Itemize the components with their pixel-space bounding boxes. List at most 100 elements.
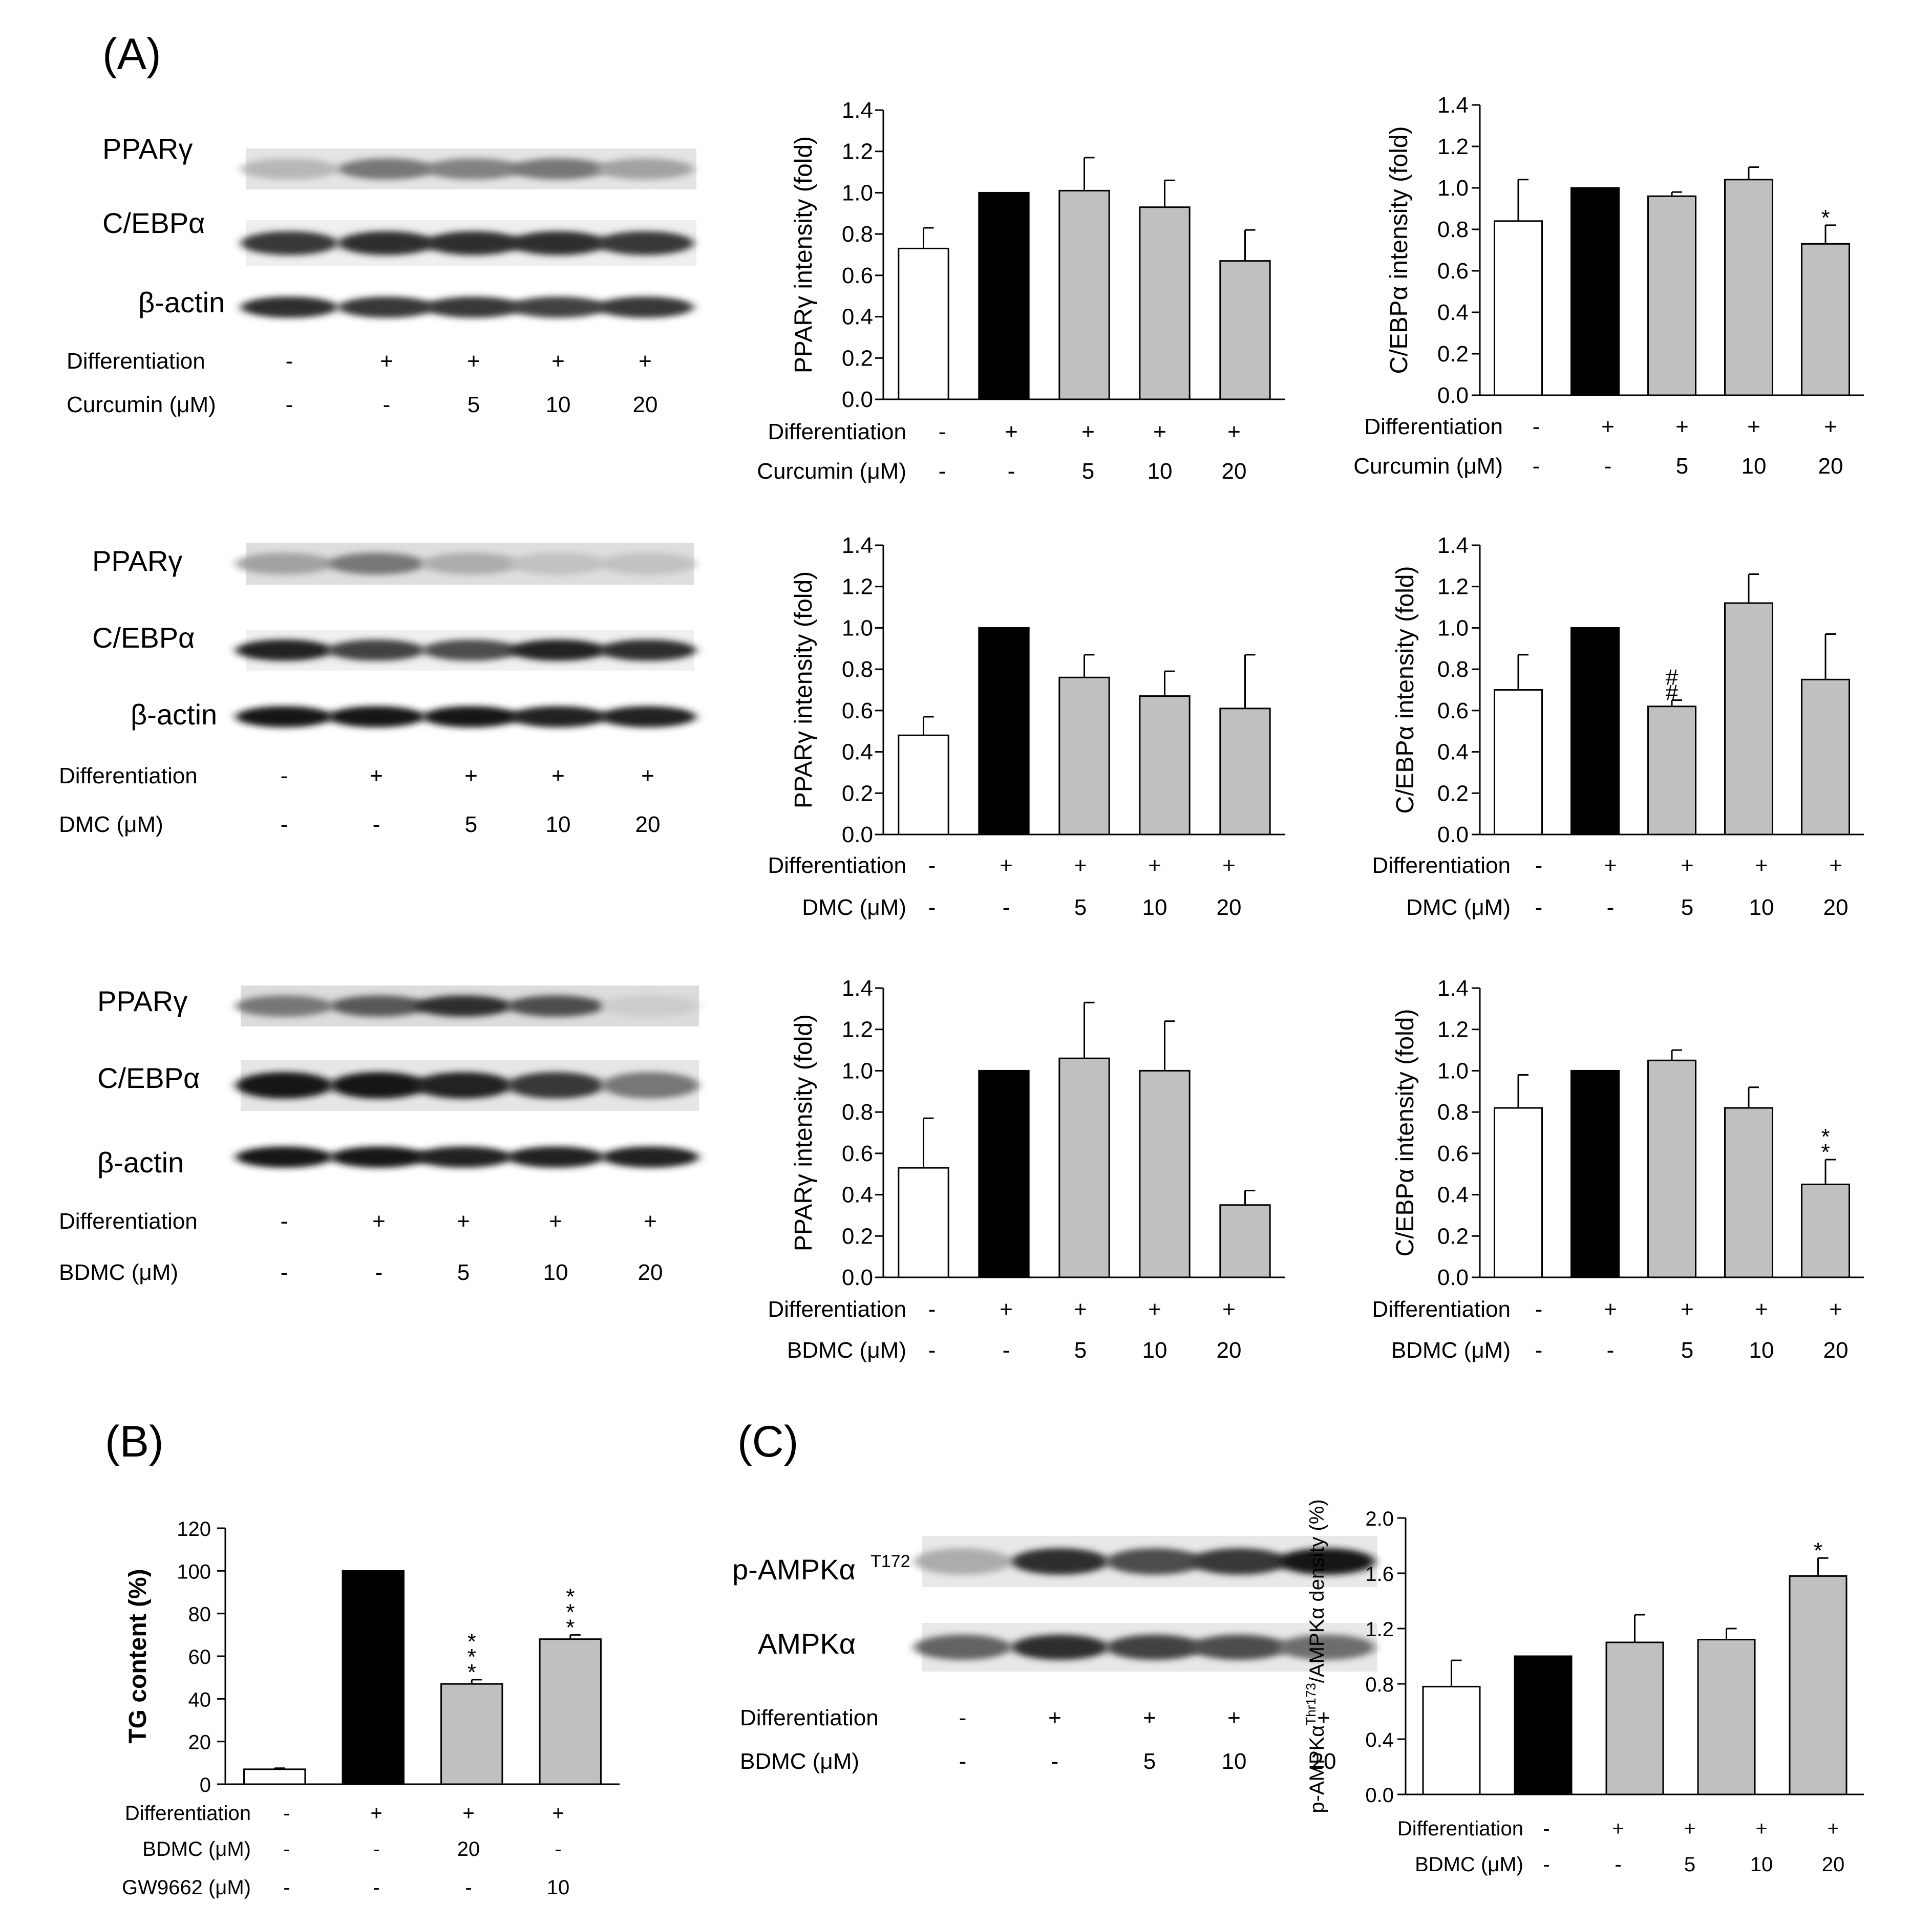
- y-tick-label: 120: [177, 1518, 211, 1540]
- y-tick-label: 40: [188, 1688, 211, 1711]
- condition-value: -: [939, 459, 946, 484]
- bar: [1801, 1183, 1850, 1278]
- significance-marker: *: [566, 1599, 575, 1624]
- bar: [1514, 1655, 1573, 1795]
- significance-marker: *: [1821, 1140, 1830, 1165]
- blot-band: [330, 1072, 428, 1099]
- y-tick-label: 0: [200, 1774, 211, 1796]
- western-blot-curcumin: PPARγ C/EBPα β-actin Differentiation - + + + + Cu…: [67, 133, 696, 417]
- condition-value: -: [928, 895, 936, 920]
- bar: [1139, 206, 1191, 400]
- significance-marker: *: [1821, 205, 1830, 230]
- condition-value: 10: [546, 812, 571, 837]
- bar: [898, 247, 949, 400]
- condition-value: 10: [543, 1260, 568, 1285]
- blot-band: [509, 158, 607, 180]
- condition-value: -: [959, 1705, 967, 1730]
- condition-value: 5: [1681, 1338, 1693, 1363]
- condition-label: BDMC (μM): [1415, 1853, 1523, 1876]
- y-tick-label: 0.6: [1437, 259, 1469, 284]
- condition-value: -: [1003, 895, 1010, 920]
- condition-value: 10: [1749, 895, 1774, 920]
- condition-value: -: [281, 1209, 288, 1234]
- western-blot-ampk: p-AMPKα T172 AMPKα Differentiation - + + + + BDMC…: [732, 1536, 1377, 1774]
- blot-band-label: PPARγ: [102, 133, 193, 165]
- blot-band: [602, 1072, 699, 1099]
- condition-value: -: [1615, 1853, 1621, 1876]
- condition-value: +: [552, 1802, 564, 1825]
- condition-value: +: [1827, 1817, 1839, 1840]
- condition-label: Differentiation: [125, 1802, 251, 1825]
- condition-value: -: [283, 1876, 290, 1899]
- chart-pparg-curcumin: 0.0 0.2 0.4 0.6 0.8 1.0 1.2 1.4 PPARγ intensity …: [757, 98, 1285, 484]
- blot-band: [236, 706, 333, 727]
- blot-band: [425, 158, 522, 180]
- condition-value: 5: [465, 812, 477, 837]
- bar: [1422, 1685, 1481, 1795]
- condition-value: +: [1143, 1705, 1156, 1730]
- condition-value: -: [1535, 1297, 1543, 1322]
- condition-label: BDMC (μM): [787, 1338, 906, 1363]
- blot-band: [236, 1146, 333, 1168]
- condition-value: +: [1829, 1297, 1842, 1322]
- western-blot-bdmc: PPARγ C/EBPα β-actin Differentiation - + + + + BD…: [59, 985, 699, 1285]
- blot-band: [1191, 1548, 1288, 1575]
- condition-value: -: [281, 812, 288, 837]
- condition-value: +: [372, 1209, 386, 1234]
- blot-band: [507, 1146, 604, 1168]
- condition-value: +: [639, 349, 652, 374]
- y-tick-label: 1.0: [1437, 1058, 1469, 1083]
- condition-value: -: [939, 419, 946, 444]
- condition-value: -: [1535, 853, 1543, 878]
- bar: [978, 1069, 1030, 1278]
- condition-value: -: [286, 349, 293, 374]
- condition-value: 20: [635, 812, 661, 837]
- bar: [978, 627, 1030, 836]
- y-tick-label: 1.2: [1437, 574, 1469, 600]
- y-tick-label: 80: [188, 1603, 211, 1626]
- blot-band: [1106, 1548, 1203, 1575]
- condition-value: +: [1081, 419, 1095, 444]
- y-tick-label: 1.4: [1437, 93, 1469, 118]
- blot-band: [425, 296, 522, 318]
- bar: [1570, 627, 1620, 836]
- blot-band: [509, 706, 607, 727]
- y-tick-label: 0.0: [1437, 822, 1469, 847]
- condition-label: Differentiation: [740, 1705, 879, 1730]
- condition-value: +: [1000, 1297, 1013, 1322]
- blot-band-label: p-AMPKα: [732, 1553, 856, 1586]
- bar: [978, 191, 1030, 400]
- condition-value: +: [1675, 414, 1689, 439]
- blot-band: [1011, 1548, 1109, 1575]
- condition-value: +: [1681, 853, 1694, 878]
- y-tick-label: 0.8: [842, 222, 873, 247]
- blot-band: [328, 706, 425, 727]
- condition-value: 5: [1681, 895, 1693, 920]
- condition-label: DMC (μM): [1406, 895, 1511, 920]
- condition-value: 20: [1222, 459, 1247, 484]
- condition-value: 20: [633, 392, 658, 417]
- y-axis-title: PPARγ intensity (fold): [790, 571, 817, 808]
- y-tick-label: 0.6: [1437, 1141, 1469, 1166]
- condition-value: 20: [1818, 454, 1843, 479]
- bar: [1058, 189, 1110, 400]
- y-axis-title: C/EBPα intensity (fold): [1386, 126, 1413, 374]
- blot-band: [597, 158, 694, 180]
- condition-value: +: [1148, 1297, 1161, 1322]
- y-tick-label: 0.6: [842, 1141, 873, 1166]
- bar: [1219, 708, 1271, 836]
- condition-value: +: [1601, 414, 1615, 439]
- blot-band: [509, 296, 607, 318]
- chart-cebpa-curcumin: 0.0 0.2 0.4 0.6 0.8 1.0 1.2 1.4 C/EBPα intensity…: [1353, 93, 1864, 479]
- condition-value: 5: [1082, 459, 1094, 484]
- condition-value: +: [1005, 419, 1018, 444]
- blot-band-label: β-actin: [138, 286, 225, 318]
- y-tick-label: 0.4: [1437, 740, 1469, 765]
- condition-value: +: [1153, 419, 1166, 444]
- significance-marker: #: [1666, 665, 1679, 690]
- bar: [1219, 260, 1271, 400]
- condition-value: 20: [1823, 1338, 1849, 1363]
- significance-marker: #: [1666, 680, 1679, 705]
- bar: [440, 1683, 503, 1785]
